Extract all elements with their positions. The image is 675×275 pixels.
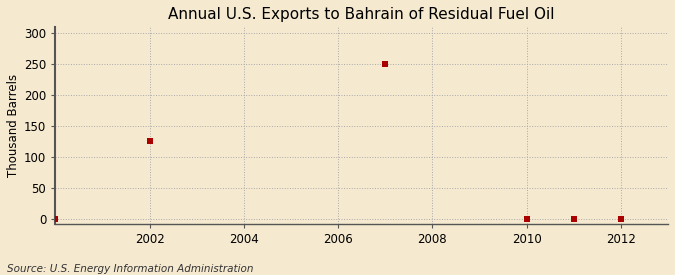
Point: [568, 217, 579, 221]
Text: Source: U.S. Energy Information Administration: Source: U.S. Energy Information Administ…: [7, 264, 253, 274]
Point: [50, 217, 61, 221]
Point: [144, 138, 155, 143]
Point: [380, 62, 391, 66]
Point: [521, 217, 532, 221]
Y-axis label: Thousand Barrels: Thousand Barrels: [7, 74, 20, 177]
Title: Annual U.S. Exports to Bahrain of Residual Fuel Oil: Annual U.S. Exports to Bahrain of Residu…: [169, 7, 555, 22]
Point: [616, 217, 626, 221]
